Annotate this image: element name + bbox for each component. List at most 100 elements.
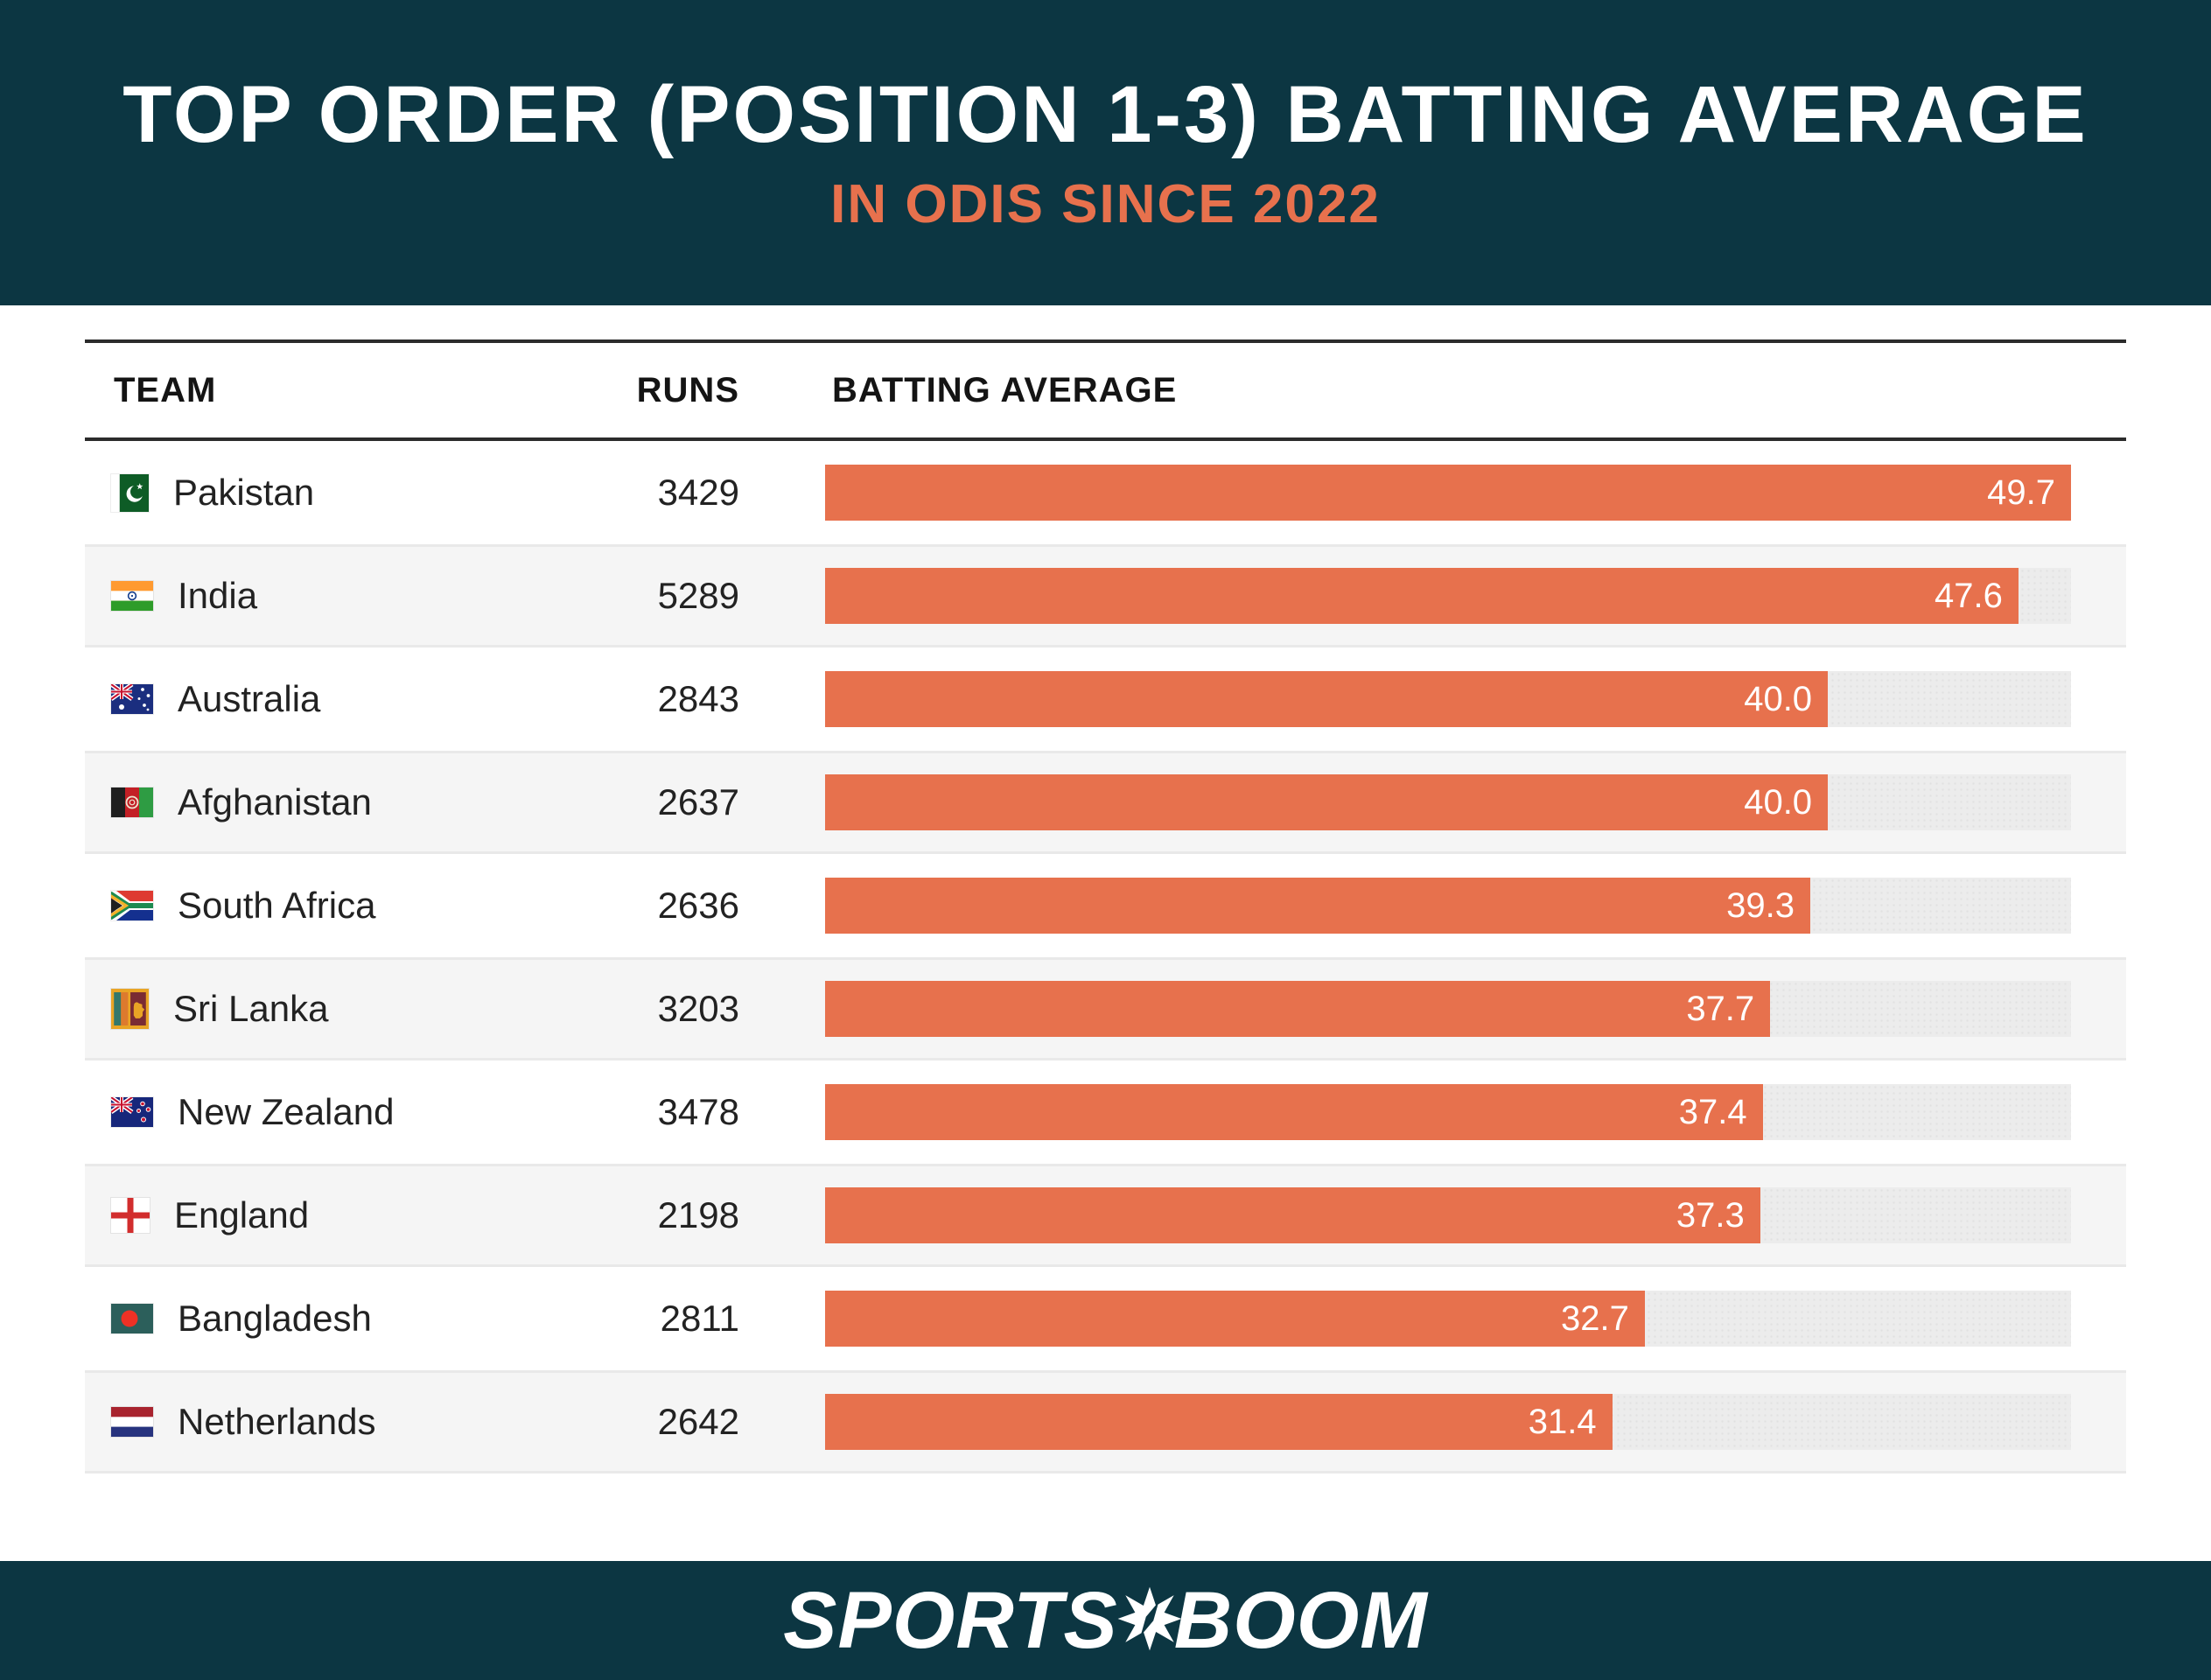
runs-value: 2198	[657, 1194, 739, 1236]
average-bar: 49.7	[825, 465, 2071, 521]
table-row: Afghanistan 2637 40.0	[85, 751, 2126, 854]
table-top-rule	[85, 340, 2126, 343]
table-header-row: TEAM RUNS BATTING AVERAGE	[85, 343, 2126, 438]
average-bar: 40.0	[825, 774, 1829, 830]
table-row: Australia 2843 40.0	[85, 648, 2126, 751]
bar-track: 49.7	[825, 465, 2071, 521]
team-cell: Sri Lanka	[85, 988, 540, 1030]
runs-value: 2636	[657, 885, 739, 926]
average-bar: 47.6	[825, 568, 2019, 624]
average-bar: 31.4	[825, 1394, 1613, 1450]
column-header-batting-average: BATTING AVERAGE	[832, 370, 1178, 410]
table-row: Bangladesh 2811 32.7	[85, 1267, 2126, 1370]
header-banner: TOP ORDER (POSITION 1-3) BATTING AVERAGE…	[0, 0, 2211, 305]
table-row: India 5289 47.6	[85, 544, 2126, 648]
team-cell: Netherlands	[85, 1401, 540, 1443]
table-header-rule	[85, 438, 2126, 441]
team-cell: India	[85, 575, 540, 617]
average-bar: 32.7	[825, 1291, 1645, 1347]
page-subtitle: IN ODIS SINCE 2022	[830, 173, 1381, 234]
average-value: 37.3	[1676, 1196, 1745, 1235]
average-value: 31.4	[1528, 1403, 1597, 1441]
team-name: Bangladesh	[178, 1298, 372, 1339]
runs-value: 2843	[657, 678, 739, 719]
bar-track: 40.0	[825, 774, 2071, 830]
column-header-team: TEAM	[114, 370, 217, 410]
new-zealand-flag-icon	[111, 1097, 153, 1127]
average-value: 40.0	[1744, 680, 1813, 718]
footer-banner: SPORTS BOOM	[0, 1561, 2211, 1680]
team-cell: New Zealand	[85, 1091, 540, 1133]
logo-text-sports: SPORTS	[783, 1576, 1118, 1665]
bar-track: 47.6	[825, 568, 2071, 624]
team-cell: South Africa	[85, 885, 540, 927]
table-row: Netherlands 2642 31.4	[85, 1370, 2126, 1474]
bangladesh-flag-icon	[111, 1304, 153, 1334]
india-flag-icon	[111, 581, 153, 611]
average-bar: 37.3	[825, 1187, 1760, 1243]
average-value: 37.4	[1678, 1093, 1747, 1131]
bar-track: 31.4	[825, 1394, 2071, 1450]
average-bar: 40.0	[825, 671, 1829, 727]
bar-track: 37.4	[825, 1084, 2071, 1140]
sri-lanka-flag-icon	[111, 989, 149, 1029]
bar-cell: 40.0	[825, 671, 2126, 727]
team-cell: Pakistan	[85, 472, 540, 514]
team-cell: Afghanistan	[85, 781, 540, 823]
bar-cell: 37.7	[825, 981, 2126, 1037]
team-name: Australia	[178, 678, 321, 719]
table-row: South Africa 2636 39.3	[85, 854, 2126, 957]
table-row: England 2198 37.3	[85, 1164, 2126, 1267]
average-value: 49.7	[1987, 473, 2055, 512]
team-name: England	[174, 1194, 310, 1236]
bar-track: 37.3	[825, 1187, 2071, 1243]
average-bar: 39.3	[825, 878, 1811, 934]
page-title: TOP ORDER (POSITION 1-3) BATTING AVERAGE	[122, 69, 2089, 159]
team-cell: Australia	[85, 678, 540, 720]
team-name: Afghanistan	[178, 781, 372, 822]
average-value: 47.6	[1934, 577, 2003, 615]
bar-cell: 37.3	[825, 1187, 2126, 1243]
team-name: South Africa	[178, 885, 376, 926]
team-name: Netherlands	[178, 1401, 376, 1442]
team-cell: England	[85, 1194, 540, 1236]
average-bar: 37.4	[825, 1084, 1763, 1140]
runs-value: 3203	[657, 988, 739, 1029]
runs-value: 5289	[657, 575, 739, 616]
table-row: Pakistan 3429 49.7	[85, 441, 2126, 544]
sportsboom-logo: SPORTS BOOM	[783, 1580, 1428, 1661]
bar-cell: 37.4	[825, 1084, 2126, 1140]
afghanistan-flag-icon	[111, 788, 153, 817]
runs-value: 3478	[657, 1091, 739, 1132]
bar-cell: 47.6	[825, 568, 2126, 624]
average-value: 40.0	[1744, 783, 1813, 822]
runs-value: 2642	[657, 1401, 739, 1442]
runs-value: 2811	[660, 1298, 739, 1339]
england-flag-icon	[111, 1198, 150, 1233]
table-body: Pakistan 3429 49.7 India 5289 47.6	[85, 441, 2126, 1474]
average-value: 37.7	[1686, 990, 1755, 1028]
australia-flag-icon	[111, 684, 153, 714]
team-name: India	[178, 575, 258, 616]
chart-table: TEAM RUNS BATTING AVERAGE Pakistan 3429 …	[0, 340, 2211, 1474]
average-value: 39.3	[1726, 886, 1795, 925]
netherlands-flag-icon	[111, 1407, 153, 1437]
bar-cell: 40.0	[825, 774, 2126, 830]
table-row: Sri Lanka 3203 37.7	[85, 957, 2126, 1060]
team-name: Sri Lanka	[173, 988, 329, 1029]
column-header-runs: RUNS	[636, 370, 739, 410]
pakistan-flag-icon	[111, 473, 149, 512]
bar-track: 32.7	[825, 1291, 2071, 1347]
bar-cell: 39.3	[825, 878, 2126, 934]
south-africa-flag-icon	[111, 891, 153, 920]
logo-text-boom: BOOM	[1173, 1576, 1428, 1665]
starburst-icon	[1116, 1586, 1183, 1652]
bar-track: 39.3	[825, 878, 2071, 934]
team-name: Pakistan	[173, 472, 315, 513]
team-cell: Bangladesh	[85, 1298, 540, 1340]
table-row: New Zealand 3478 37.4	[85, 1060, 2126, 1164]
bar-track: 40.0	[825, 671, 2071, 727]
bar-cell: 32.7	[825, 1291, 2126, 1347]
bar-cell: 31.4	[825, 1394, 2126, 1450]
